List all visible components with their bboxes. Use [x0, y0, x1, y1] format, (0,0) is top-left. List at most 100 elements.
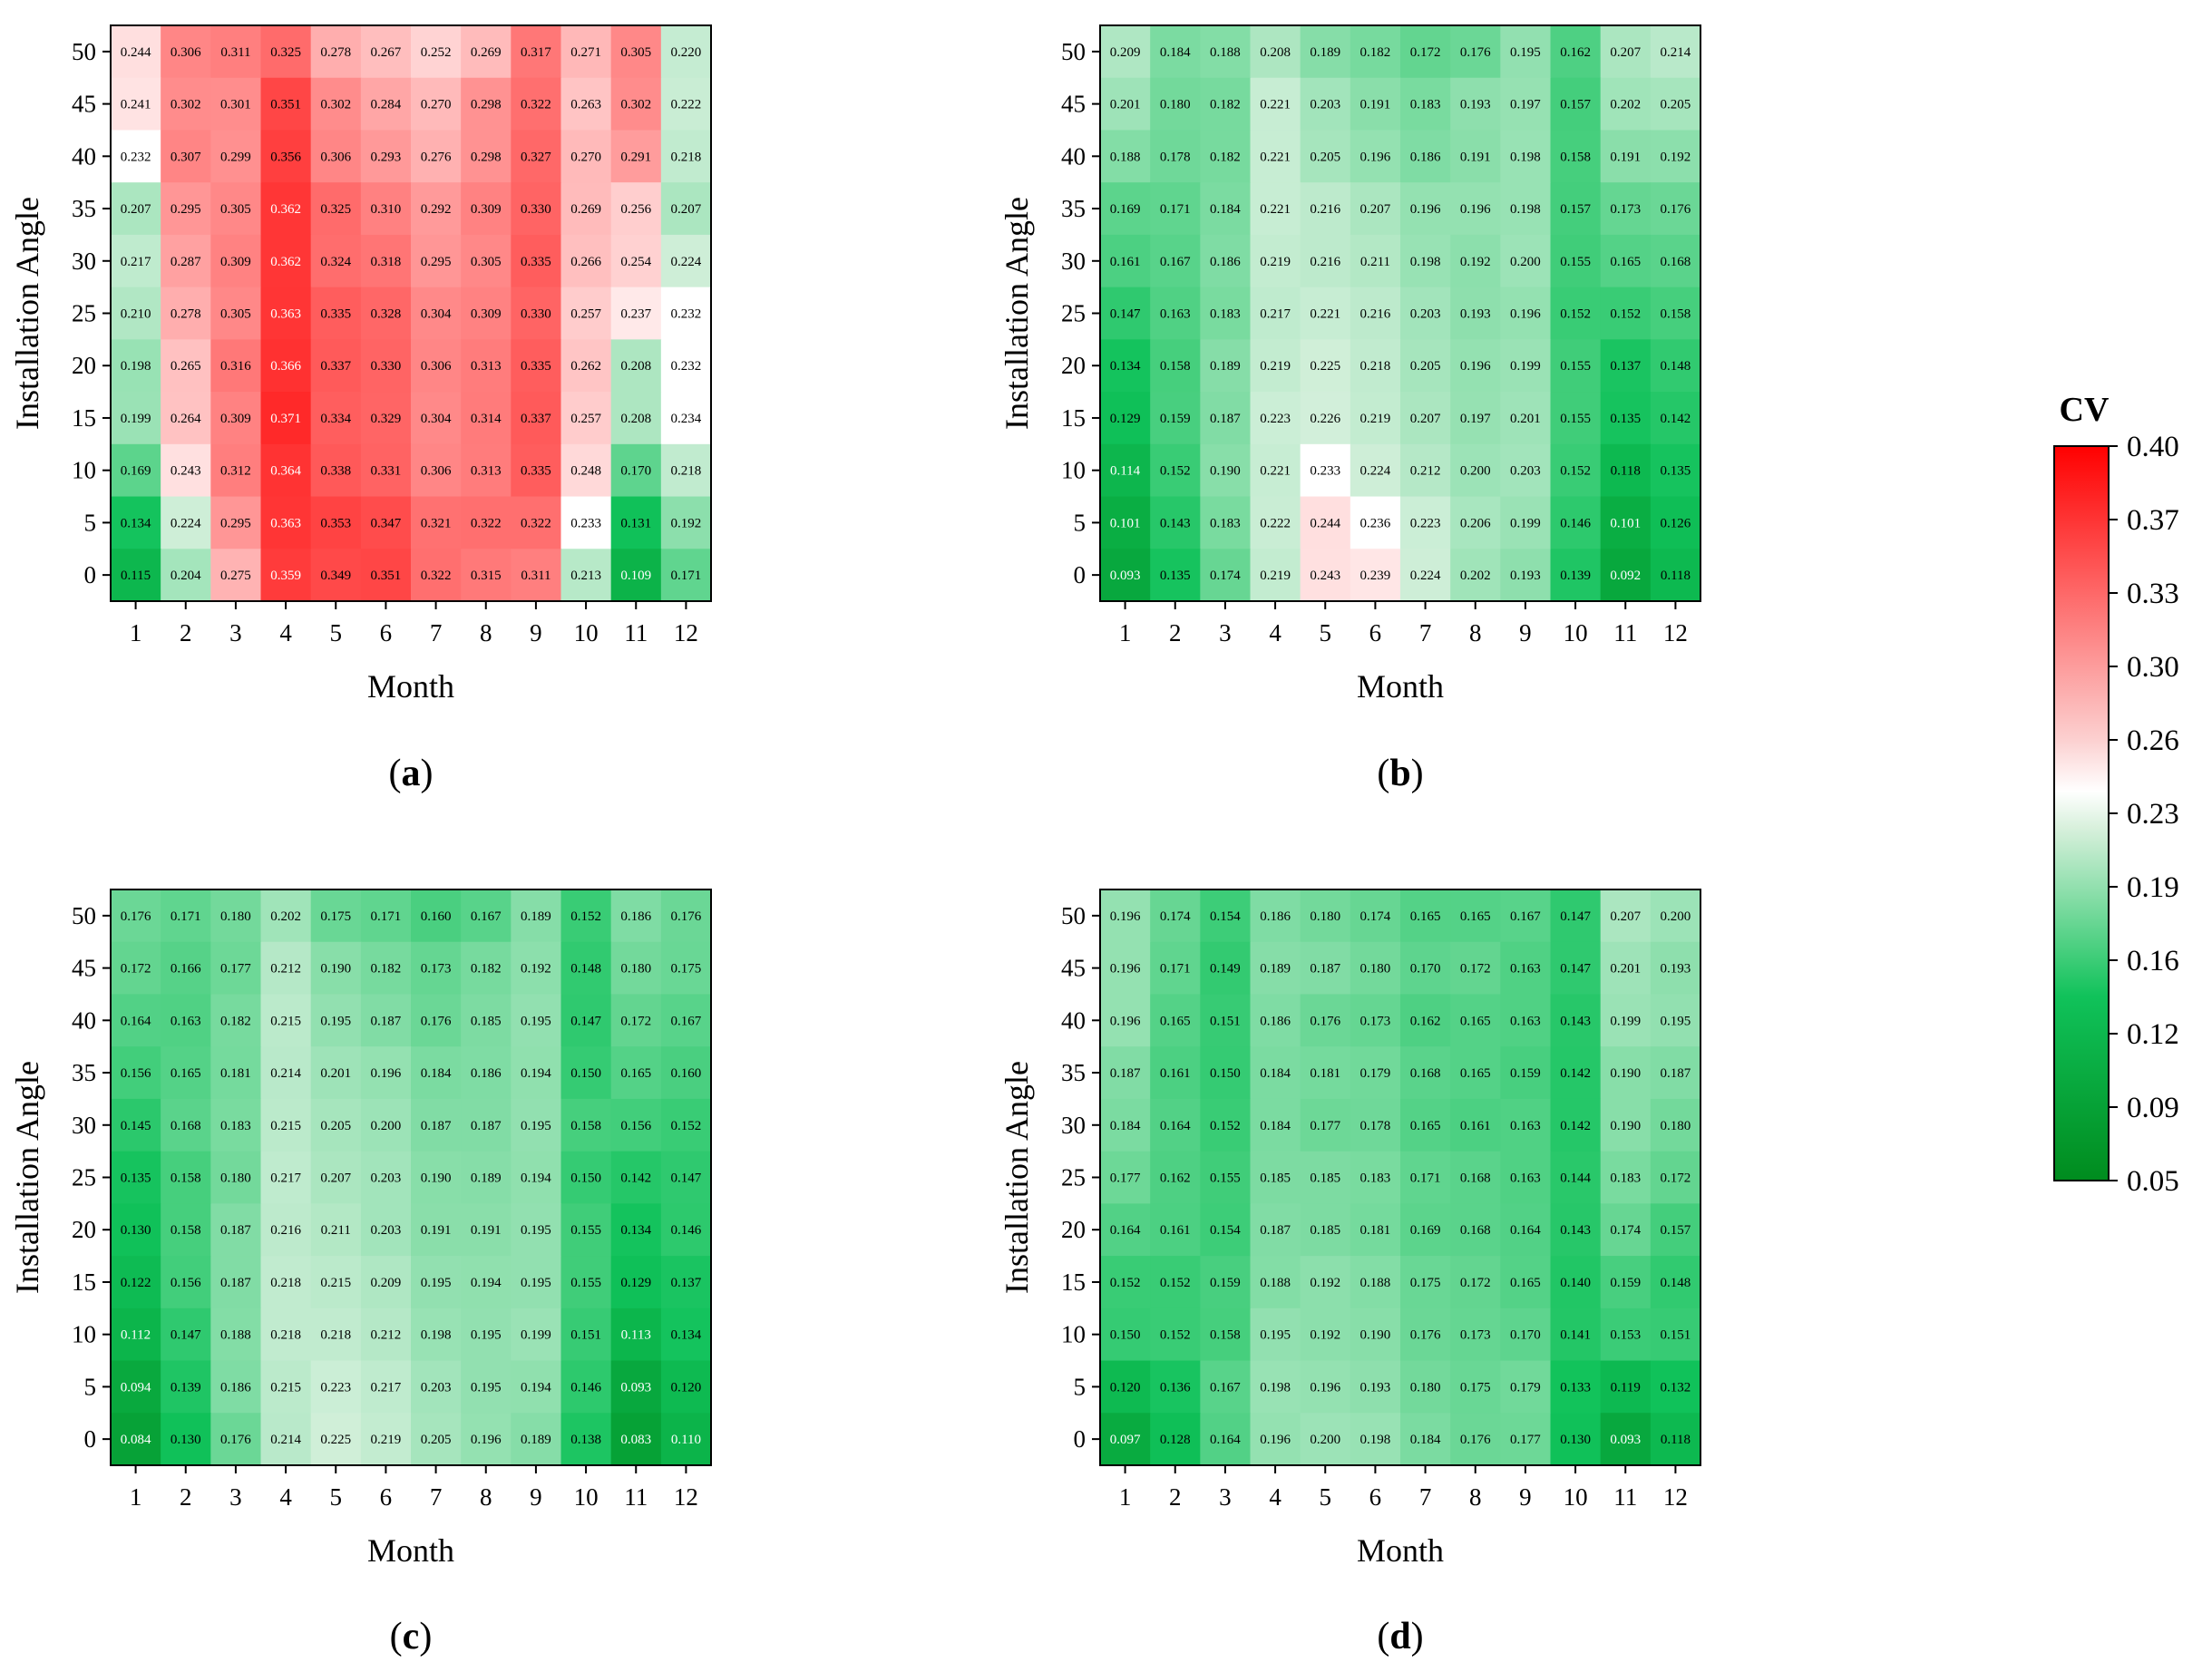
cell-value-label: 0.330 [371, 359, 402, 374]
y-tick-label: 45 [1061, 91, 1086, 118]
heatmap-cell [210, 130, 262, 183]
cell-value-label: 0.299 [220, 150, 251, 164]
heatmap-cell [511, 941, 562, 996]
cell-value-label: 0.218 [270, 1276, 301, 1290]
cell-value-label: 0.248 [570, 464, 601, 479]
heatmap-cell [1550, 1151, 1602, 1204]
cell-value-label: 0.265 [171, 359, 201, 374]
cell-value-label: 0.196 [1310, 1380, 1340, 1395]
cell-value-label: 0.140 [1560, 1276, 1591, 1290]
cell-value-label: 0.187 [220, 1276, 251, 1290]
colorbar-tick-label: 0.37 [2127, 504, 2179, 537]
cell-value-label: 0.190 [320, 962, 351, 977]
cell-value-label: 0.162 [1410, 1014, 1441, 1028]
cell-value-label: 0.210 [121, 307, 151, 322]
heatmap-cell [1100, 77, 1151, 131]
cell-value-label: 0.161 [1110, 255, 1141, 269]
cell-value-label: 0.192 [1310, 1328, 1340, 1343]
heatmap-cell [461, 1203, 512, 1257]
cell-value-label: 0.094 [121, 1380, 151, 1395]
heatmap-cell [260, 889, 312, 943]
cell-value-label: 0.371 [270, 412, 301, 426]
cell-value-label: 0.165 [1460, 1014, 1491, 1028]
cell-value-label: 0.193 [1460, 307, 1491, 322]
cell-value-label: 0.184 [1210, 202, 1241, 217]
cell-value-label: 0.241 [121, 98, 151, 112]
cell-value-label: 0.190 [421, 1171, 452, 1186]
cell-value-label: 0.233 [1310, 464, 1340, 479]
heatmap-cell [461, 496, 512, 549]
cell-value-label: 0.244 [121, 45, 151, 60]
cell-value-label: 0.201 [1110, 98, 1141, 112]
y-tick-label: 35 [72, 1059, 96, 1086]
cell-value-label: 0.314 [471, 412, 502, 426]
heatmap-cell [1100, 443, 1151, 498]
cell-value-label: 0.219 [371, 1433, 402, 1447]
heatmap-cell [360, 392, 412, 445]
y-tick-label: 20 [72, 1216, 96, 1243]
heatmap-cell [1300, 1360, 1351, 1414]
cell-value-label: 0.176 [1460, 1433, 1491, 1447]
heatmap-cell [260, 549, 312, 602]
cell-value-label: 0.175 [671, 962, 702, 977]
heatmap-cell [1350, 1098, 1401, 1152]
cell-value-label: 0.200 [1661, 909, 1691, 924]
heatmap-cell [161, 234, 211, 288]
cell-value-label: 0.165 [1610, 255, 1641, 269]
y-tick-label: 50 [72, 902, 96, 929]
cell-value-label: 0.223 [1260, 412, 1291, 426]
cell-value-label: 0.347 [371, 516, 402, 530]
cell-value-label: 0.144 [1560, 1171, 1591, 1186]
heatmap-cell [1300, 287, 1351, 340]
heatmap-cell [411, 443, 462, 498]
x-tick-label: 11 [1613, 619, 1637, 646]
heatmap-cell [111, 1151, 161, 1204]
cell-value-label: 0.187 [1110, 1066, 1141, 1081]
cell-value-label: 0.165 [620, 1066, 651, 1081]
heatmap-cell [1200, 889, 1252, 943]
heatmap-cell [411, 549, 462, 602]
cell-value-label: 0.180 [1410, 1380, 1441, 1395]
cell-value-label: 0.239 [1360, 569, 1391, 583]
y-tick-label: 10 [1061, 457, 1086, 484]
cell-value-label: 0.152 [1560, 464, 1591, 479]
cell-value-label: 0.298 [471, 150, 502, 164]
cell-value-label: 0.156 [620, 1119, 651, 1133]
cell-value-label: 0.149 [1210, 962, 1241, 977]
heatmap-cell [1300, 889, 1351, 943]
cell-value-label: 0.187 [1661, 1066, 1691, 1081]
cell-value-label: 0.155 [570, 1223, 601, 1238]
cell-value-label: 0.145 [121, 1119, 151, 1133]
heatmap-cell [660, 889, 712, 943]
heatmap-cell [560, 130, 612, 183]
heatmap-cell [560, 1307, 612, 1362]
heatmap-cell [310, 234, 362, 288]
cell-value-label: 0.190 [1360, 1328, 1391, 1343]
heatmap-cell [1550, 1203, 1602, 1257]
cell-value-label: 0.331 [371, 464, 402, 479]
heatmap-cell [1150, 941, 1201, 996]
cell-value-label: 0.167 [1210, 1380, 1241, 1395]
cell-value-label: 0.215 [270, 1119, 301, 1133]
colorbar-tick-label: 0.19 [2127, 871, 2179, 904]
cell-value-label: 0.188 [1360, 1276, 1391, 1290]
heatmap-cell [1450, 549, 1501, 602]
y-tick-label: 0 [1074, 561, 1087, 588]
x-tick-label: 1 [1119, 619, 1132, 646]
heatmap-cell [1650, 339, 1701, 393]
cell-value-label: 0.181 [1360, 1223, 1391, 1238]
cell-value-label: 0.199 [121, 412, 151, 426]
cell-value-label: 0.224 [1410, 569, 1441, 583]
heatmap-cell [1350, 234, 1401, 288]
heatmap-cell [660, 1151, 712, 1204]
heatmap-cell [1550, 1360, 1602, 1414]
heatmap-cell [660, 549, 712, 602]
cell-value-label: 0.093 [1110, 569, 1141, 583]
cell-value-label: 0.328 [371, 307, 402, 322]
heatmap-cell [1650, 496, 1701, 549]
cell-value-label: 0.148 [1661, 1276, 1691, 1290]
heatmap-cell [1550, 77, 1602, 131]
cell-value-label: 0.202 [1460, 569, 1491, 583]
heatmap-cell [660, 392, 712, 445]
cell-value-label: 0.200 [1510, 255, 1541, 269]
